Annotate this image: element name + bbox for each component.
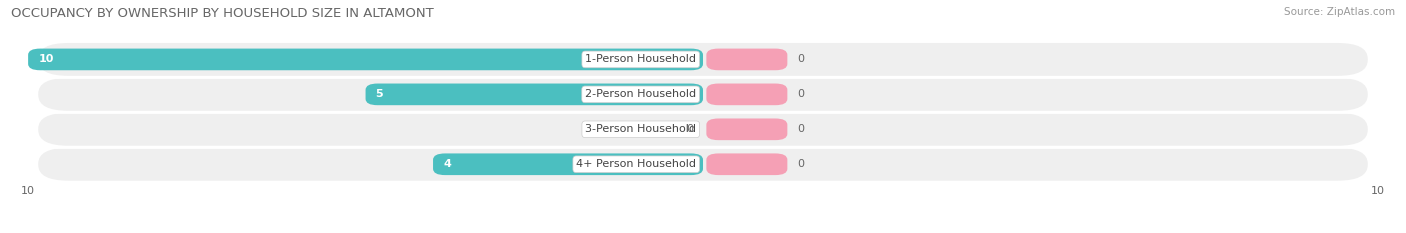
FancyBboxPatch shape — [706, 49, 787, 70]
FancyBboxPatch shape — [38, 148, 1368, 181]
FancyBboxPatch shape — [706, 118, 787, 140]
Text: 3-Person Household: 3-Person Household — [585, 124, 696, 134]
FancyBboxPatch shape — [706, 153, 787, 175]
FancyBboxPatch shape — [38, 113, 1368, 146]
FancyBboxPatch shape — [366, 83, 703, 105]
Text: 0: 0 — [686, 124, 693, 134]
FancyBboxPatch shape — [38, 78, 1368, 111]
Text: 10: 10 — [38, 55, 53, 64]
Text: 2-Person Household: 2-Person Household — [585, 89, 696, 99]
Text: OCCUPANCY BY OWNERSHIP BY HOUSEHOLD SIZE IN ALTAMONT: OCCUPANCY BY OWNERSHIP BY HOUSEHOLD SIZE… — [11, 7, 434, 20]
Text: Source: ZipAtlas.com: Source: ZipAtlas.com — [1284, 7, 1395, 17]
FancyBboxPatch shape — [433, 153, 703, 175]
Text: 4+ Person Household: 4+ Person Household — [576, 159, 696, 169]
Text: 5: 5 — [375, 89, 384, 99]
FancyBboxPatch shape — [38, 43, 1368, 76]
FancyBboxPatch shape — [28, 49, 703, 70]
Text: 0: 0 — [797, 55, 804, 64]
Text: 0: 0 — [797, 124, 804, 134]
Text: 0: 0 — [797, 89, 804, 99]
Text: 4: 4 — [443, 159, 451, 169]
FancyBboxPatch shape — [706, 83, 787, 105]
Text: 0: 0 — [797, 159, 804, 169]
Text: 1-Person Household: 1-Person Household — [585, 55, 696, 64]
